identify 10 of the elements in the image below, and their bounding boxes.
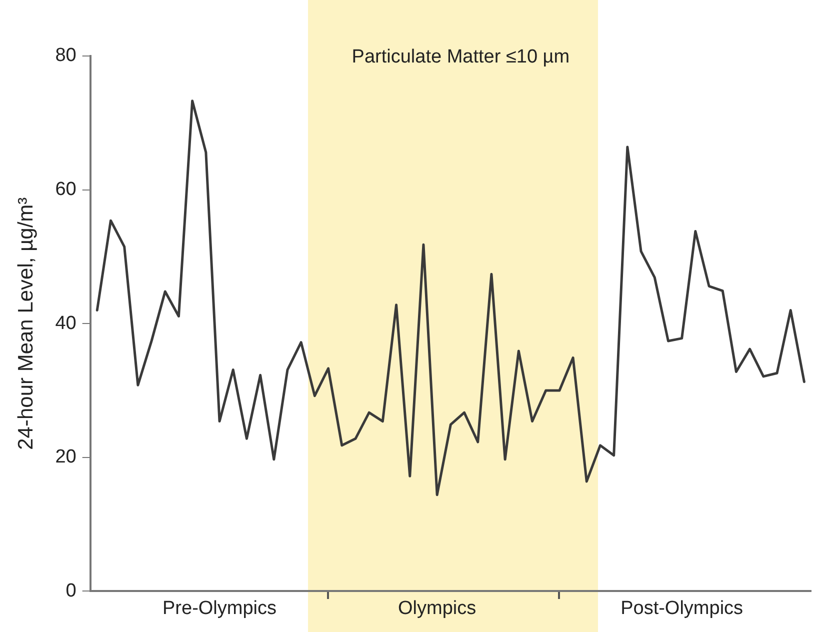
y-axis-title: 24-hour Mean Level, µg/m³ (14, 197, 38, 450)
x-tick-label: Olympics (398, 598, 476, 619)
x-tick-label: Post-Olympics (620, 598, 744, 619)
y-tick-label: 0 (66, 580, 76, 602)
chart-title: Particulate Matter ≤10 µm (352, 46, 570, 68)
y-tick-label: 60 (55, 179, 76, 200)
x-tick-label: Pre-Olympics (162, 598, 277, 619)
y-tick-label: 40 (55, 312, 76, 334)
y-tick-label: 80 (55, 45, 76, 66)
y-tick-label: 20 (55, 446, 76, 468)
